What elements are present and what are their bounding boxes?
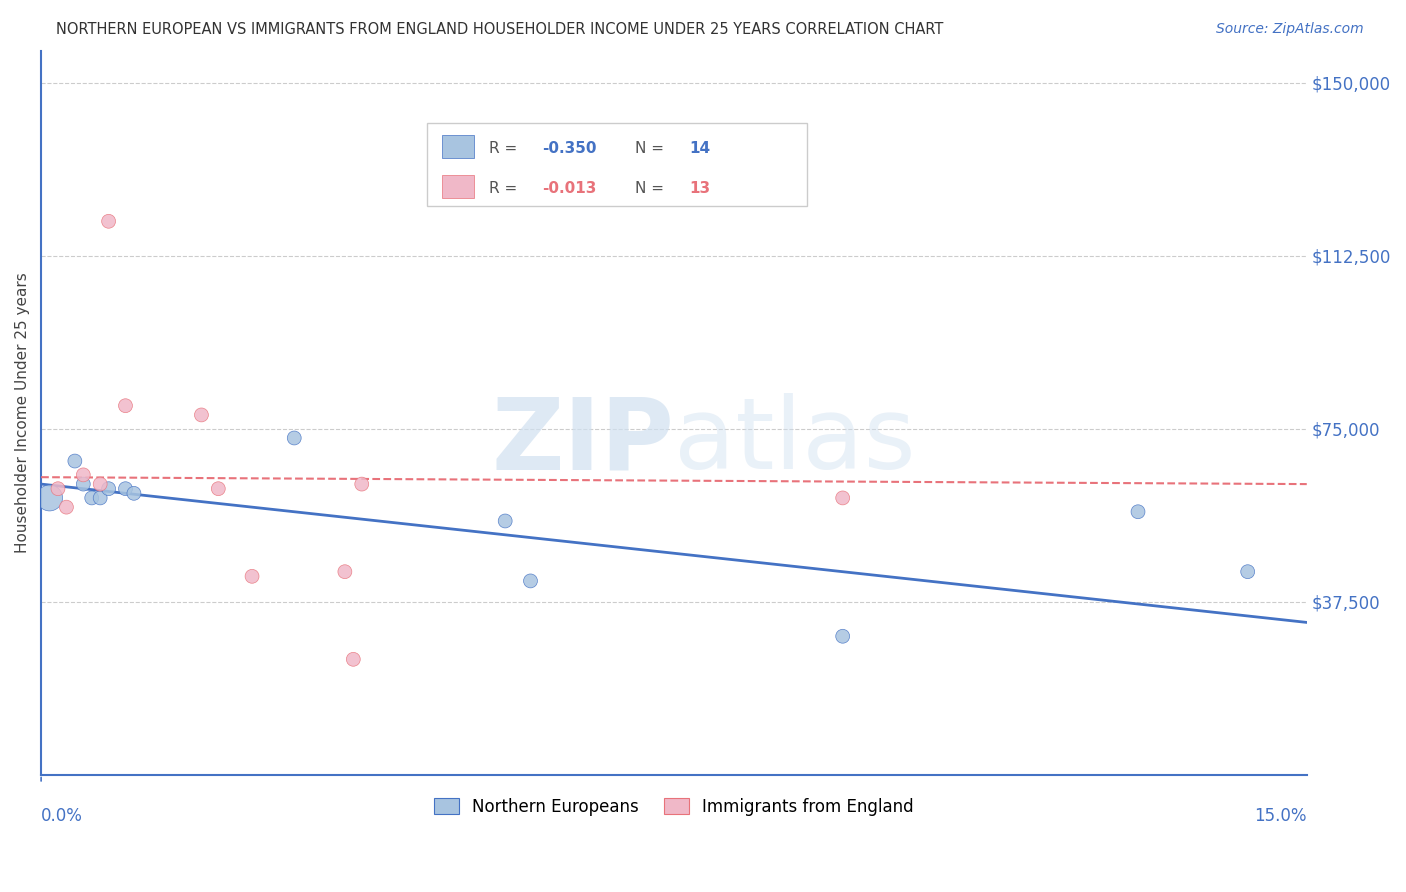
Text: ZIP: ZIP [491, 393, 673, 490]
Point [72, 467, 94, 482]
Y-axis label: Householder Income Under 25 years: Householder Income Under 25 years [15, 272, 30, 553]
Point [97, 482, 120, 496]
Text: N =: N = [634, 141, 669, 156]
Text: R =: R = [489, 181, 522, 195]
Point [72, 477, 94, 491]
Legend: Northern Europeans, Immigrants from England: Northern Europeans, Immigrants from Engl… [426, 789, 922, 824]
Text: 15.0%: 15.0% [1254, 807, 1306, 825]
Bar [443, 135, 474, 159]
Text: R =: R = [489, 141, 522, 156]
Point [114, 399, 136, 413]
Text: atlas: atlas [673, 393, 915, 490]
Text: -0.013: -0.013 [543, 181, 596, 195]
Point [190, 408, 212, 422]
Point [80, 491, 103, 505]
Point [283, 431, 305, 445]
Point [342, 652, 364, 666]
Point [519, 574, 541, 588]
Point [55, 500, 77, 515]
Point [831, 629, 853, 643]
Point [89, 491, 111, 505]
Text: -0.350: -0.350 [543, 141, 596, 156]
Text: N =: N = [634, 181, 669, 195]
Point [1236, 565, 1258, 579]
Point [831, 491, 853, 505]
Point [63, 454, 86, 468]
Point [240, 569, 263, 583]
Point [1126, 505, 1149, 519]
Point [350, 477, 373, 491]
Point [494, 514, 516, 528]
Bar [443, 175, 474, 198]
Text: 13: 13 [689, 181, 710, 195]
Point [333, 565, 356, 579]
Text: Source: ZipAtlas.com: Source: ZipAtlas.com [1216, 22, 1364, 37]
Text: 14: 14 [689, 141, 710, 156]
Point [46, 482, 69, 496]
Point [114, 482, 136, 496]
Point [122, 486, 145, 500]
Point [89, 477, 111, 491]
Text: NORTHERN EUROPEAN VS IMMIGRANTS FROM ENGLAND HOUSEHOLDER INCOME UNDER 25 YEARS C: NORTHERN EUROPEAN VS IMMIGRANTS FROM ENG… [56, 22, 943, 37]
Point [38, 491, 60, 505]
Point [207, 482, 229, 496]
Text: 0.0%: 0.0% [41, 807, 83, 825]
Bar [427, 123, 807, 206]
Point [97, 214, 120, 228]
